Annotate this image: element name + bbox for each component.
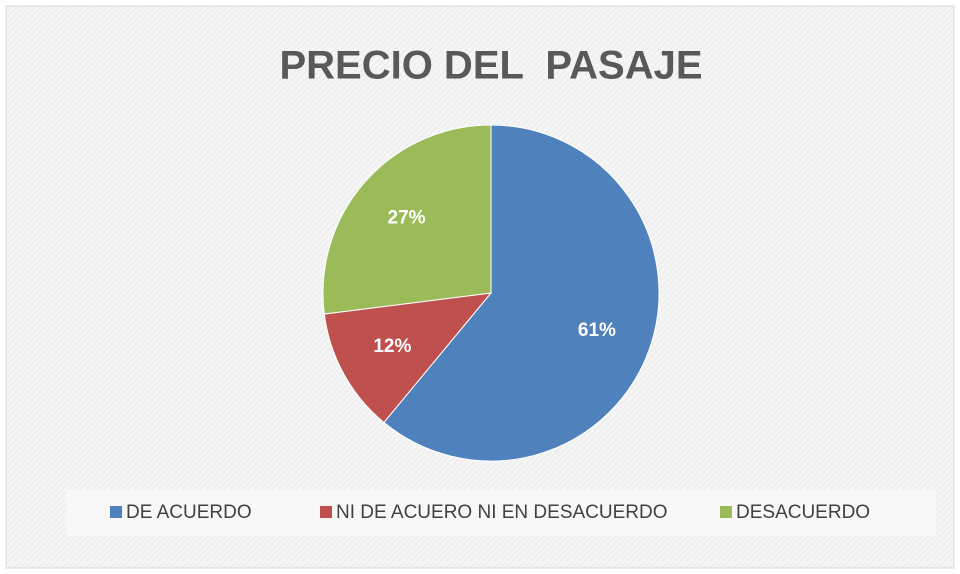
data-label: 61% [578, 320, 616, 341]
legend-box [66, 490, 936, 536]
legend: DE ACUERDO NI DE ACUERO NI EN DESACUERDO D… [110, 502, 870, 523]
legend-label: DESACUERDO [736, 502, 870, 523]
pie-slice [323, 292, 493, 424]
legend-swatch [320, 506, 332, 518]
pie-slice [322, 124, 492, 315]
pie: 61% 12% 27% [322, 124, 660, 462]
legend-swatch [720, 506, 732, 518]
legend-swatch [110, 506, 122, 518]
pie-slice [383, 124, 660, 462]
data-label: 27% [388, 208, 426, 229]
data-label: 12% [373, 336, 411, 357]
legend-label: NI DE ACUERO NI EN DESACUERDO [336, 502, 668, 523]
legend-label: DE ACUERDO [126, 502, 252, 523]
chart-title: PRECIO DEL PASAJE [279, 44, 702, 88]
